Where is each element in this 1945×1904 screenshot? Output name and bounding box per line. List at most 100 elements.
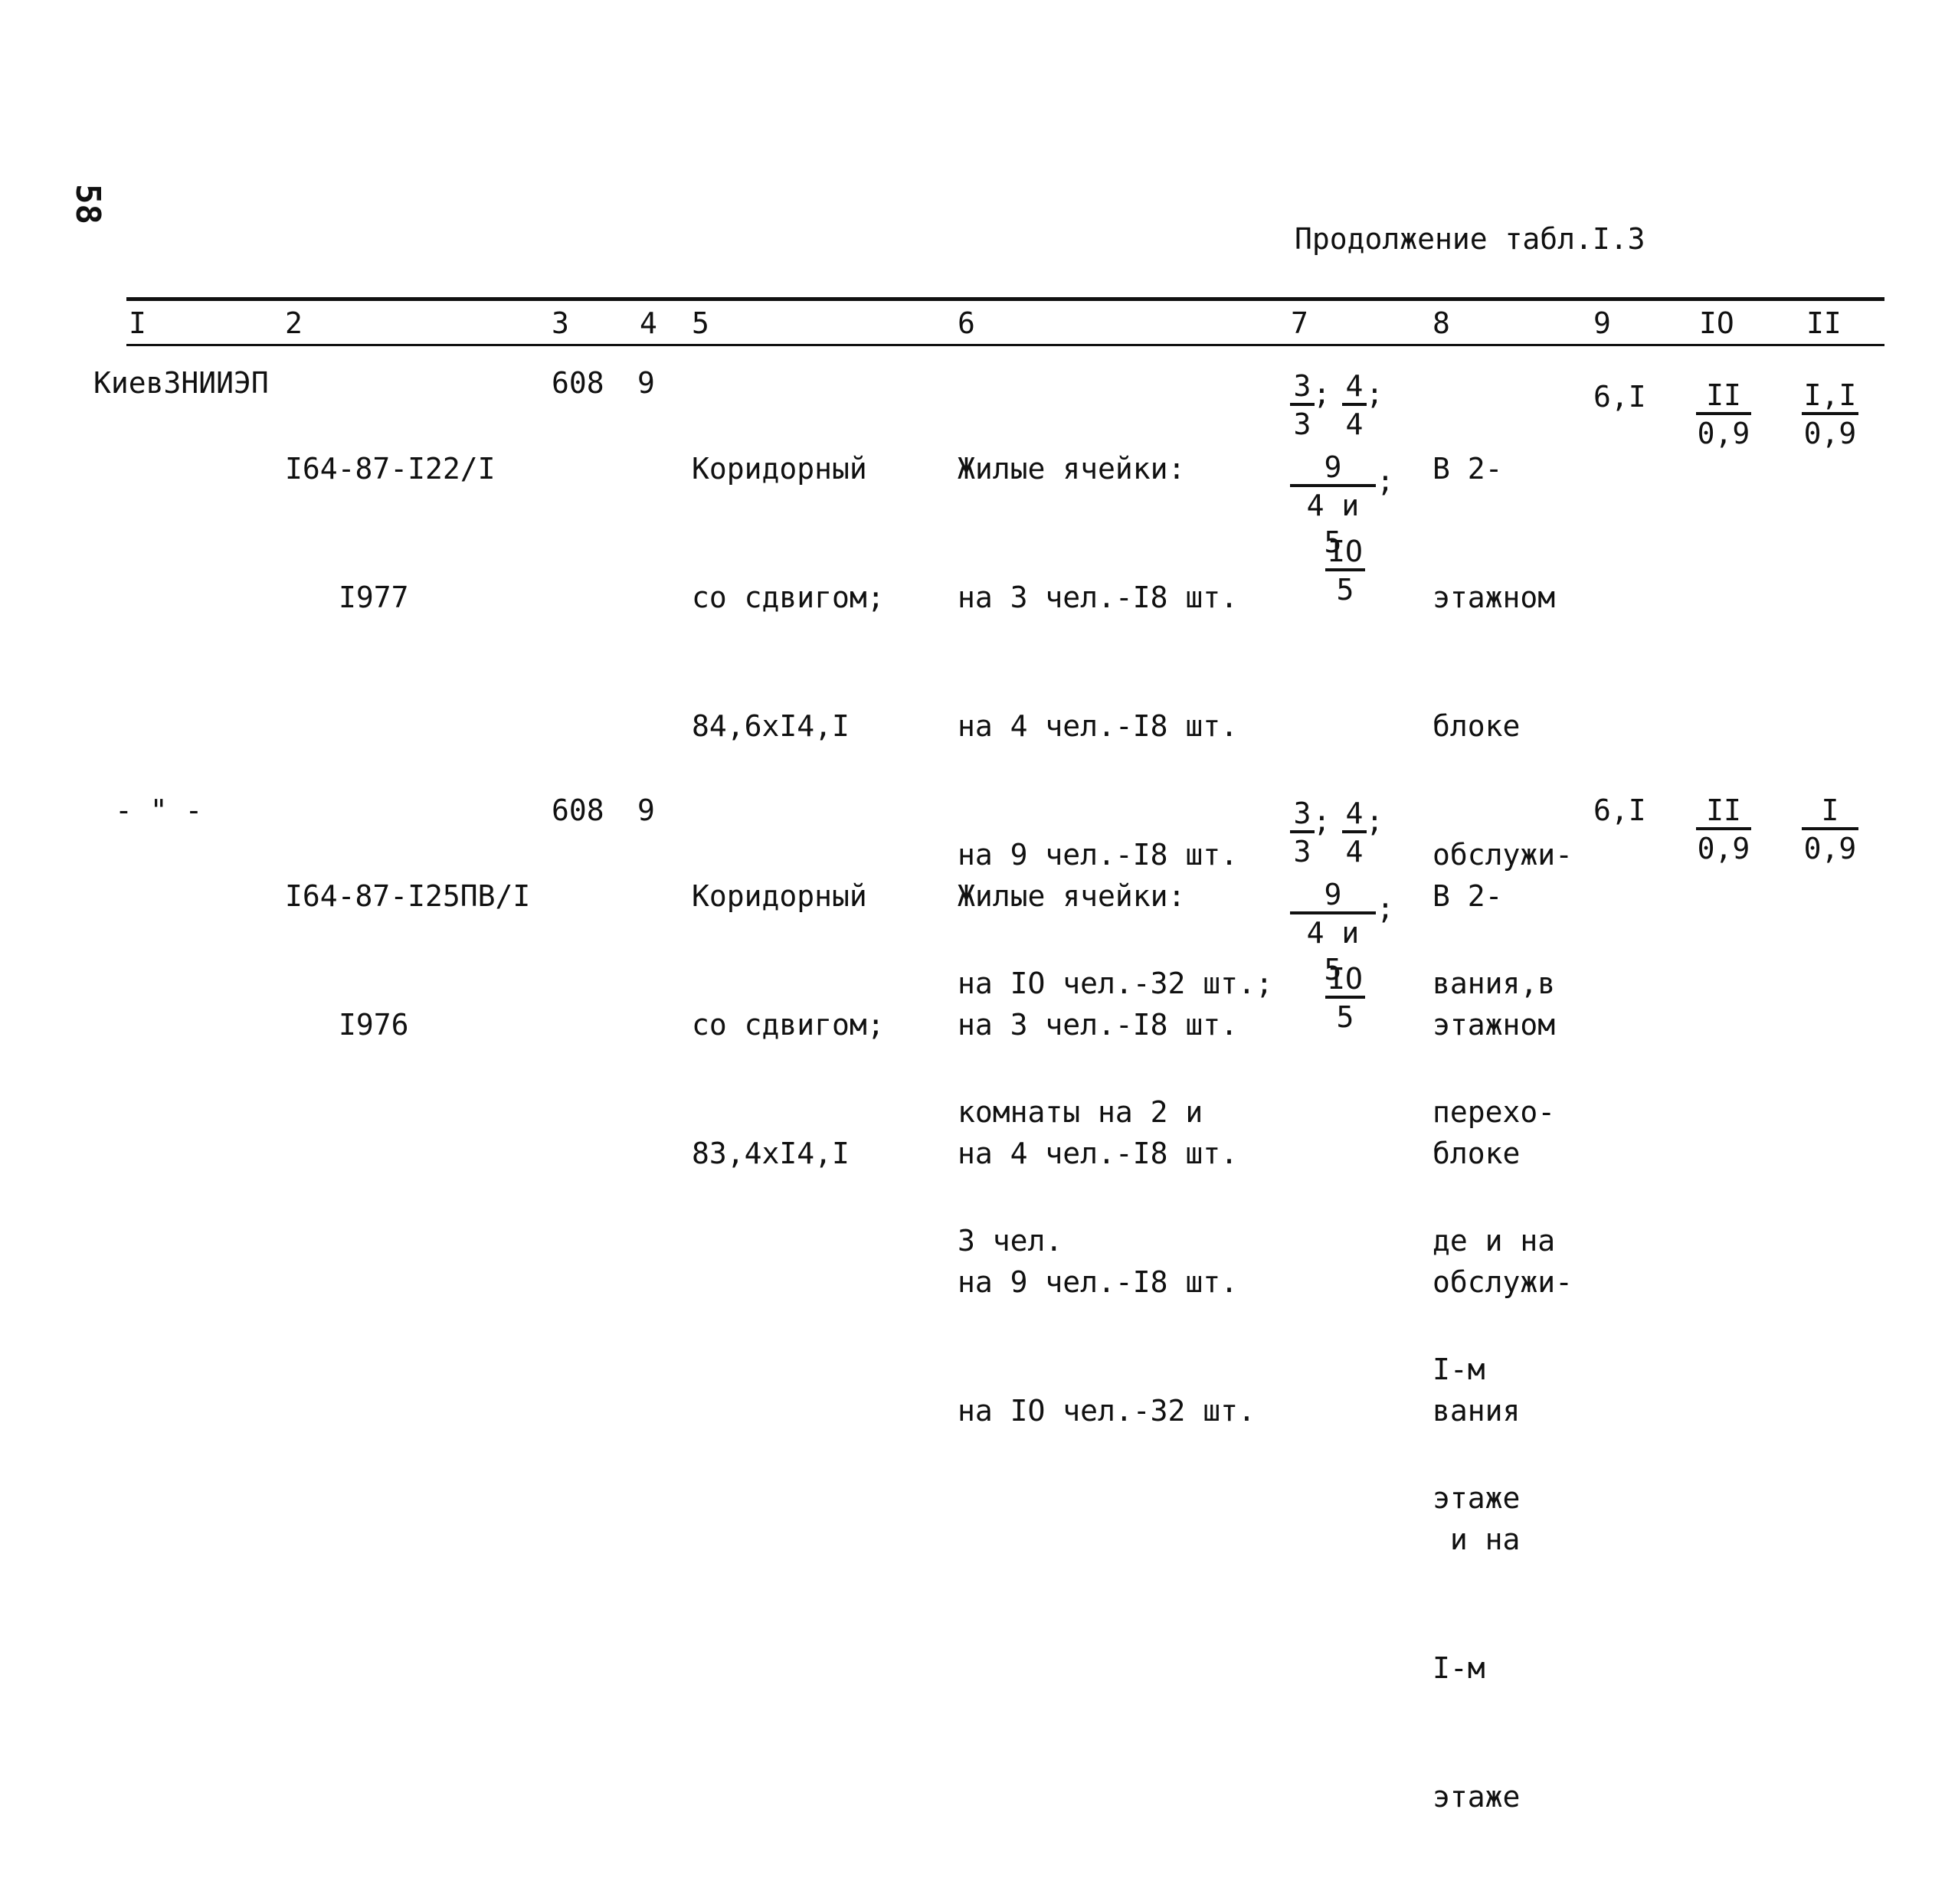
table-caption: Продолжение табл.I.3	[1295, 222, 1645, 256]
fraction-denominator: 0,9	[1697, 417, 1750, 450]
fraction-denominator: 0,9	[1697, 832, 1750, 865]
fraction-10-5: IO 5	[1325, 535, 1365, 608]
fraction-separator: ;	[1313, 377, 1331, 411]
column-header-6: 6	[958, 306, 975, 340]
fraction-numerator: 9	[1290, 878, 1376, 914]
service-line: обслужи-	[1433, 838, 1573, 872]
building-type-line: Коридорный	[692, 452, 867, 486]
project-year: I976	[339, 1008, 409, 1042]
service-line: блоке	[1433, 709, 1521, 743]
fraction-denominator: 5	[1336, 573, 1354, 607]
fraction-denominator: 0,9	[1803, 417, 1857, 450]
page-number: 58	[68, 184, 107, 224]
building-type-line: Коридорный	[692, 879, 867, 913]
row-project-code: I64-87-I25ПВ/I I976	[285, 789, 530, 1132]
column-header-3: 3	[552, 306, 569, 340]
column-header-7: 7	[1291, 306, 1308, 340]
service-line: этажном	[1433, 1008, 1556, 1042]
fraction-numerator: 4	[1342, 369, 1367, 406]
service-line: перехо-	[1433, 1095, 1556, 1129]
fraction-separator: ;	[1366, 377, 1383, 411]
row-places: 608	[552, 793, 604, 827]
row-value-11: I 0,9	[1802, 793, 1858, 867]
building-type-line: со сдвигом;	[692, 581, 885, 614]
row-floors: 9	[637, 366, 655, 400]
composition-line: комнаты на 2 и	[958, 1095, 1203, 1129]
project-code: I64-87-I22/I	[285, 452, 496, 486]
row-service-location: В 2- этажном блоке обслужи- вания и на I…	[1433, 789, 1573, 1904]
composition-line: на 4 чел.-I8 шт.	[958, 1137, 1239, 1170]
composition-line: на IO чел.-32 шт.;	[958, 967, 1273, 1000]
building-dimensions: 84,6хI4,I	[692, 709, 850, 743]
fraction-numerator: 3	[1290, 797, 1315, 833]
column-header-4: 4	[640, 306, 657, 340]
row-value-9: 6,I	[1593, 380, 1646, 414]
service-line: вания	[1433, 1394, 1521, 1428]
fraction-numerator: 4	[1342, 797, 1367, 833]
column-header-10: IO	[1699, 306, 1734, 340]
service-line: этаже	[1433, 1780, 1521, 1814]
fraction-3-3: 3 3	[1290, 369, 1315, 443]
fraction-4-4: 4 4	[1342, 369, 1367, 443]
column-header-11: II	[1806, 306, 1842, 340]
row-building-type: Коридорный со сдвигом; 84,6хI4,I	[692, 361, 885, 833]
column-header-1: I	[129, 306, 146, 340]
fraction-3-3: 3 3	[1290, 797, 1315, 870]
fraction-numerator: I	[1802, 793, 1858, 830]
row-value-10: II 0,9	[1696, 793, 1751, 867]
service-line: и на	[1433, 1523, 1521, 1556]
fraction-numerator: I,I	[1802, 378, 1858, 415]
project-year: I977	[339, 581, 409, 614]
composition-line: на 9 чел.-I8 шт.	[958, 838, 1239, 872]
fraction-denominator: 3	[1293, 835, 1311, 869]
fraction-9-4-5: 9 4 и 5	[1290, 878, 1376, 988]
fraction-numerator: IO	[1325, 962, 1365, 999]
table-top-rule	[126, 297, 1884, 301]
column-header-8: 8	[1433, 306, 1450, 340]
fraction-9-4-5: 9 4 и 5	[1290, 450, 1376, 561]
service-line: де и на	[1433, 1224, 1556, 1258]
row-unit-composition: Жилые ячейки: на 3 чел.-I8 шт. на 4 чел.…	[958, 789, 1256, 1518]
fraction-denominator: 4 и 5	[1306, 916, 1360, 986]
column-header-2: 2	[285, 306, 303, 340]
fraction-10-5: IO 5	[1325, 962, 1365, 1035]
fraction-separator: ;	[1313, 804, 1331, 838]
fraction-numerator: II	[1696, 378, 1751, 415]
column-header-5: 5	[692, 306, 709, 340]
row-value-10: II 0,9	[1696, 378, 1751, 452]
row-floors: 9	[637, 793, 655, 827]
fraction-denominator: 0,9	[1803, 832, 1857, 865]
row-project-code: I64-87-I22/I I977	[285, 361, 496, 705]
composition-line: на 3 чел.-I8 шт.	[958, 1008, 1239, 1042]
composition-line: на 3 чел.-I8 шт.	[958, 581, 1239, 614]
service-line: вания,в	[1433, 967, 1556, 1000]
fraction-numerator: II	[1696, 793, 1751, 830]
fraction-4-4: 4 4	[1342, 797, 1367, 870]
service-line: В 2-	[1433, 452, 1503, 486]
fraction-separator: ;	[1377, 464, 1394, 498]
row-organization: КиевЗНИИЭП	[93, 366, 269, 400]
service-line: этаже	[1433, 1481, 1521, 1515]
project-code: I64-87-I25ПВ/I	[285, 879, 531, 913]
row-value-11: I,I 0,9	[1802, 378, 1858, 452]
service-line: этажном	[1433, 581, 1556, 614]
composition-line: на IO чел.-32 шт.	[958, 1394, 1256, 1428]
fraction-denominator: 3	[1293, 407, 1311, 441]
fraction-denominator: 4	[1345, 407, 1364, 441]
table-header-rule	[126, 344, 1884, 346]
fraction-separator: ;	[1377, 891, 1394, 925]
fraction-denominator: 4	[1345, 835, 1364, 869]
row-service-location: В 2- этажном блоке обслужи- вания,в пере…	[1433, 361, 1573, 1605]
service-line: В 2-	[1433, 879, 1503, 913]
composition-line: на 9 чел.-I8 шт.	[958, 1265, 1239, 1299]
fraction-numerator: IO	[1325, 535, 1365, 571]
composition-line: Жилые ячейки:	[958, 452, 1186, 486]
composition-line: Жилые ячейки:	[958, 879, 1186, 913]
service-line: I-м	[1433, 1651, 1485, 1685]
row-places: 608	[552, 366, 604, 400]
row-value-9: 6,I	[1593, 793, 1646, 827]
fraction-numerator: 3	[1290, 369, 1315, 406]
building-type-line: со сдвигом;	[692, 1008, 885, 1042]
row-building-type: Коридорный со сдвигом; 83,4хI4,I	[692, 789, 885, 1261]
fraction-denominator: 5	[1336, 1000, 1354, 1034]
